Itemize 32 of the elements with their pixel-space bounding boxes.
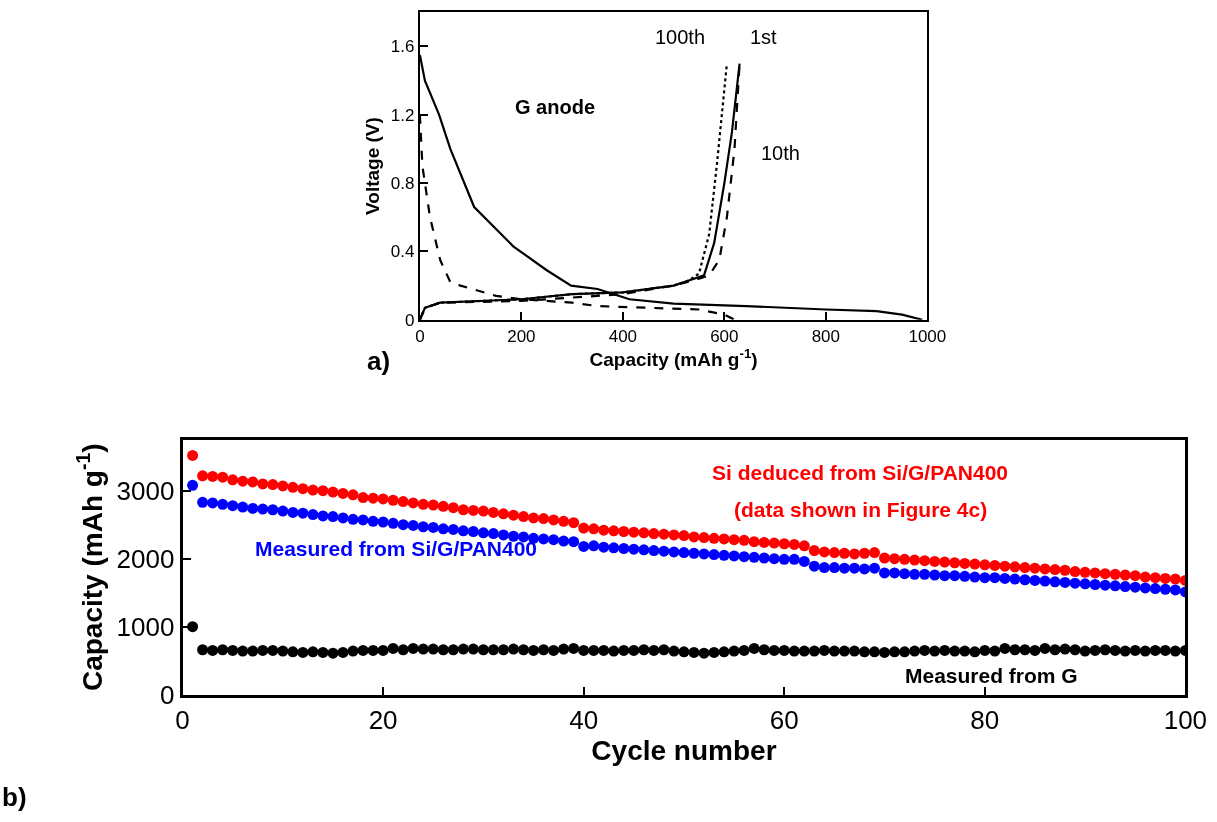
x-tick-label: 200 [507, 327, 536, 347]
y-tick-label: 1000 [116, 611, 175, 642]
y-tick-label: 0 [159, 679, 175, 710]
text: b) [2, 782, 27, 812]
x-tick-label: 400 [608, 327, 638, 347]
y-tick-label: 1.6 [390, 37, 415, 57]
annotation: (data shown in Figure 4c) [734, 498, 988, 521]
x-axis-title: Capacity (mAh g$^{-1}$) [589, 346, 758, 371]
y-tick-label: 0 [405, 310, 415, 330]
x-tick-label: 800 [811, 327, 841, 347]
y-tick-label: 0.4 [390, 242, 415, 262]
y-tick-label: 1.2 [390, 105, 415, 125]
y-tick-label: 0.8 [390, 174, 415, 194]
annotation: 1st [750, 26, 778, 48]
text: a) [367, 346, 391, 376]
annotation: Si deduced from Si/G/PAN400 [712, 461, 1009, 484]
x-tick-label: 600 [710, 327, 739, 347]
y-tick-label: 3000 [116, 475, 175, 506]
x-tick-label: 60 [769, 704, 799, 735]
y-tick-label: 2000 [116, 543, 175, 574]
x-tick-label: 100 [1163, 704, 1208, 735]
x-tick-label: 80 [970, 704, 1000, 735]
annotation: 100th [655, 26, 706, 48]
y-axis-title: Voltage (V) [362, 117, 384, 215]
x-axis-title: Cycle number [591, 734, 777, 766]
annotation: 10th [761, 142, 800, 164]
annotation: Measured from G [905, 664, 1078, 687]
x-tick-label: 20 [368, 704, 398, 735]
x-tick-label: 40 [569, 704, 599, 735]
annotation: G anode [515, 96, 596, 118]
annotation: Measured from Si/G/PAN400 [255, 537, 538, 560]
x-tick-label: 1000 [908, 327, 947, 347]
